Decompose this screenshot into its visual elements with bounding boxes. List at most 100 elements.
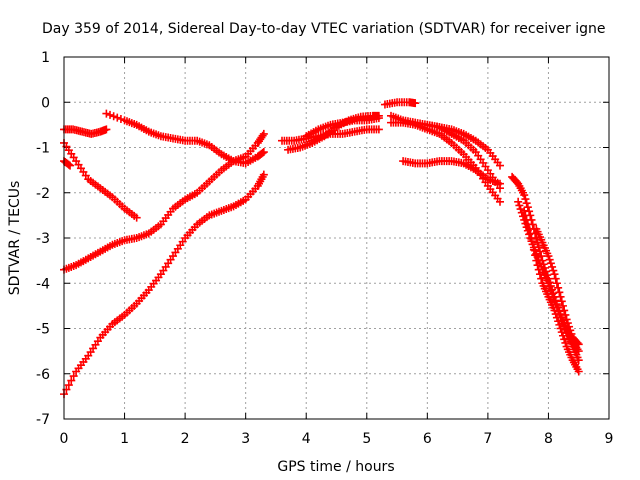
data-point xyxy=(556,292,565,301)
data-point xyxy=(549,266,558,275)
data-point xyxy=(116,114,125,123)
data-point xyxy=(555,288,564,297)
data-point xyxy=(551,310,560,319)
data-point xyxy=(557,297,566,306)
data-point xyxy=(69,372,78,381)
data-point xyxy=(529,245,538,254)
data-point xyxy=(496,197,504,206)
y-axis-label: SDTVAR / TECUs xyxy=(7,181,23,296)
data-point xyxy=(550,270,559,279)
data-point xyxy=(259,129,268,138)
x-tick-label: 6 xyxy=(423,431,432,447)
y-tick-label: -3 xyxy=(36,231,50,247)
data-point xyxy=(556,324,565,333)
data-point xyxy=(558,331,567,340)
y-tick-label: 0 xyxy=(41,95,50,111)
data-point xyxy=(523,203,532,212)
x-tick-label: 0 xyxy=(60,431,69,447)
series-s3 xyxy=(60,138,141,222)
x-tick-label: 4 xyxy=(302,431,311,447)
data-point xyxy=(545,255,554,264)
x-tick-label: 9 xyxy=(605,431,614,447)
data-point xyxy=(109,112,118,121)
data-point xyxy=(567,329,576,338)
data-point xyxy=(535,270,544,279)
x-tick-label: 7 xyxy=(483,431,492,447)
data-point xyxy=(515,201,524,210)
series-s10 xyxy=(380,98,420,109)
data-point xyxy=(561,310,570,319)
series-s5 xyxy=(60,129,268,274)
data-point xyxy=(527,234,536,243)
data-point xyxy=(259,148,268,157)
x-tick-label: 8 xyxy=(544,431,553,447)
data-point xyxy=(552,313,561,322)
data-point xyxy=(546,259,555,268)
data-point xyxy=(563,319,572,328)
series-s15 xyxy=(508,172,583,356)
data-point xyxy=(521,195,530,204)
y-tick-label: 1 xyxy=(41,50,50,66)
data-point xyxy=(520,206,529,215)
data-point xyxy=(520,191,529,200)
data-point xyxy=(552,279,561,288)
x-tick-label: 1 xyxy=(120,431,129,447)
data-point xyxy=(561,338,570,347)
data-point xyxy=(522,199,531,208)
plot-frame xyxy=(63,56,610,420)
series-s14 xyxy=(399,157,504,188)
y-tick-label: -4 xyxy=(36,276,50,292)
y-tick-label: -1 xyxy=(36,141,50,157)
chart-title: Day 359 of 2014, Sidereal Day-to-day VTE… xyxy=(42,21,605,37)
data-point xyxy=(554,283,563,292)
data-point xyxy=(516,205,525,214)
data-point xyxy=(562,315,571,324)
data-point xyxy=(531,251,540,260)
data-point xyxy=(560,335,569,344)
y-tick-label: -7 xyxy=(36,412,50,428)
data-point xyxy=(560,306,569,315)
grid-lines xyxy=(64,57,609,419)
data-point xyxy=(64,160,73,169)
data-point xyxy=(546,286,555,295)
series-s17 xyxy=(520,206,583,376)
series-s6 xyxy=(60,170,268,399)
data-point xyxy=(525,224,534,233)
data-point xyxy=(374,125,383,134)
x-axis-label: GPS time / hours xyxy=(277,459,394,475)
y-tick-label: -6 xyxy=(36,367,50,383)
series-s18 xyxy=(532,224,583,349)
data-point xyxy=(537,274,546,283)
data-point xyxy=(550,306,559,315)
x-tick-label: 3 xyxy=(241,431,250,447)
data-point xyxy=(102,109,111,118)
data-point xyxy=(555,320,564,329)
x-tick-label: 2 xyxy=(181,431,190,447)
data-point xyxy=(549,293,558,302)
data-point xyxy=(526,229,535,238)
data-point xyxy=(532,256,541,265)
data-point xyxy=(522,215,531,224)
data-point xyxy=(574,367,583,376)
y-tick-label: -2 xyxy=(36,186,50,202)
data-point xyxy=(102,125,111,134)
data-point xyxy=(66,161,75,170)
data-point xyxy=(523,220,532,229)
data-point xyxy=(106,110,115,119)
series-s8 xyxy=(284,111,383,154)
data-point xyxy=(258,148,267,157)
data-point xyxy=(411,99,420,108)
data-point xyxy=(574,340,583,349)
data-point xyxy=(545,282,554,291)
data-point xyxy=(132,213,141,222)
data-point xyxy=(573,338,582,347)
data-point xyxy=(67,376,76,385)
data-point xyxy=(259,170,268,179)
data-point xyxy=(514,197,523,206)
data-point xyxy=(113,113,122,122)
data-point xyxy=(566,326,575,335)
series-s13 xyxy=(423,120,504,170)
series-s1 xyxy=(60,125,111,138)
data-point xyxy=(374,114,383,123)
data-point xyxy=(64,381,73,390)
